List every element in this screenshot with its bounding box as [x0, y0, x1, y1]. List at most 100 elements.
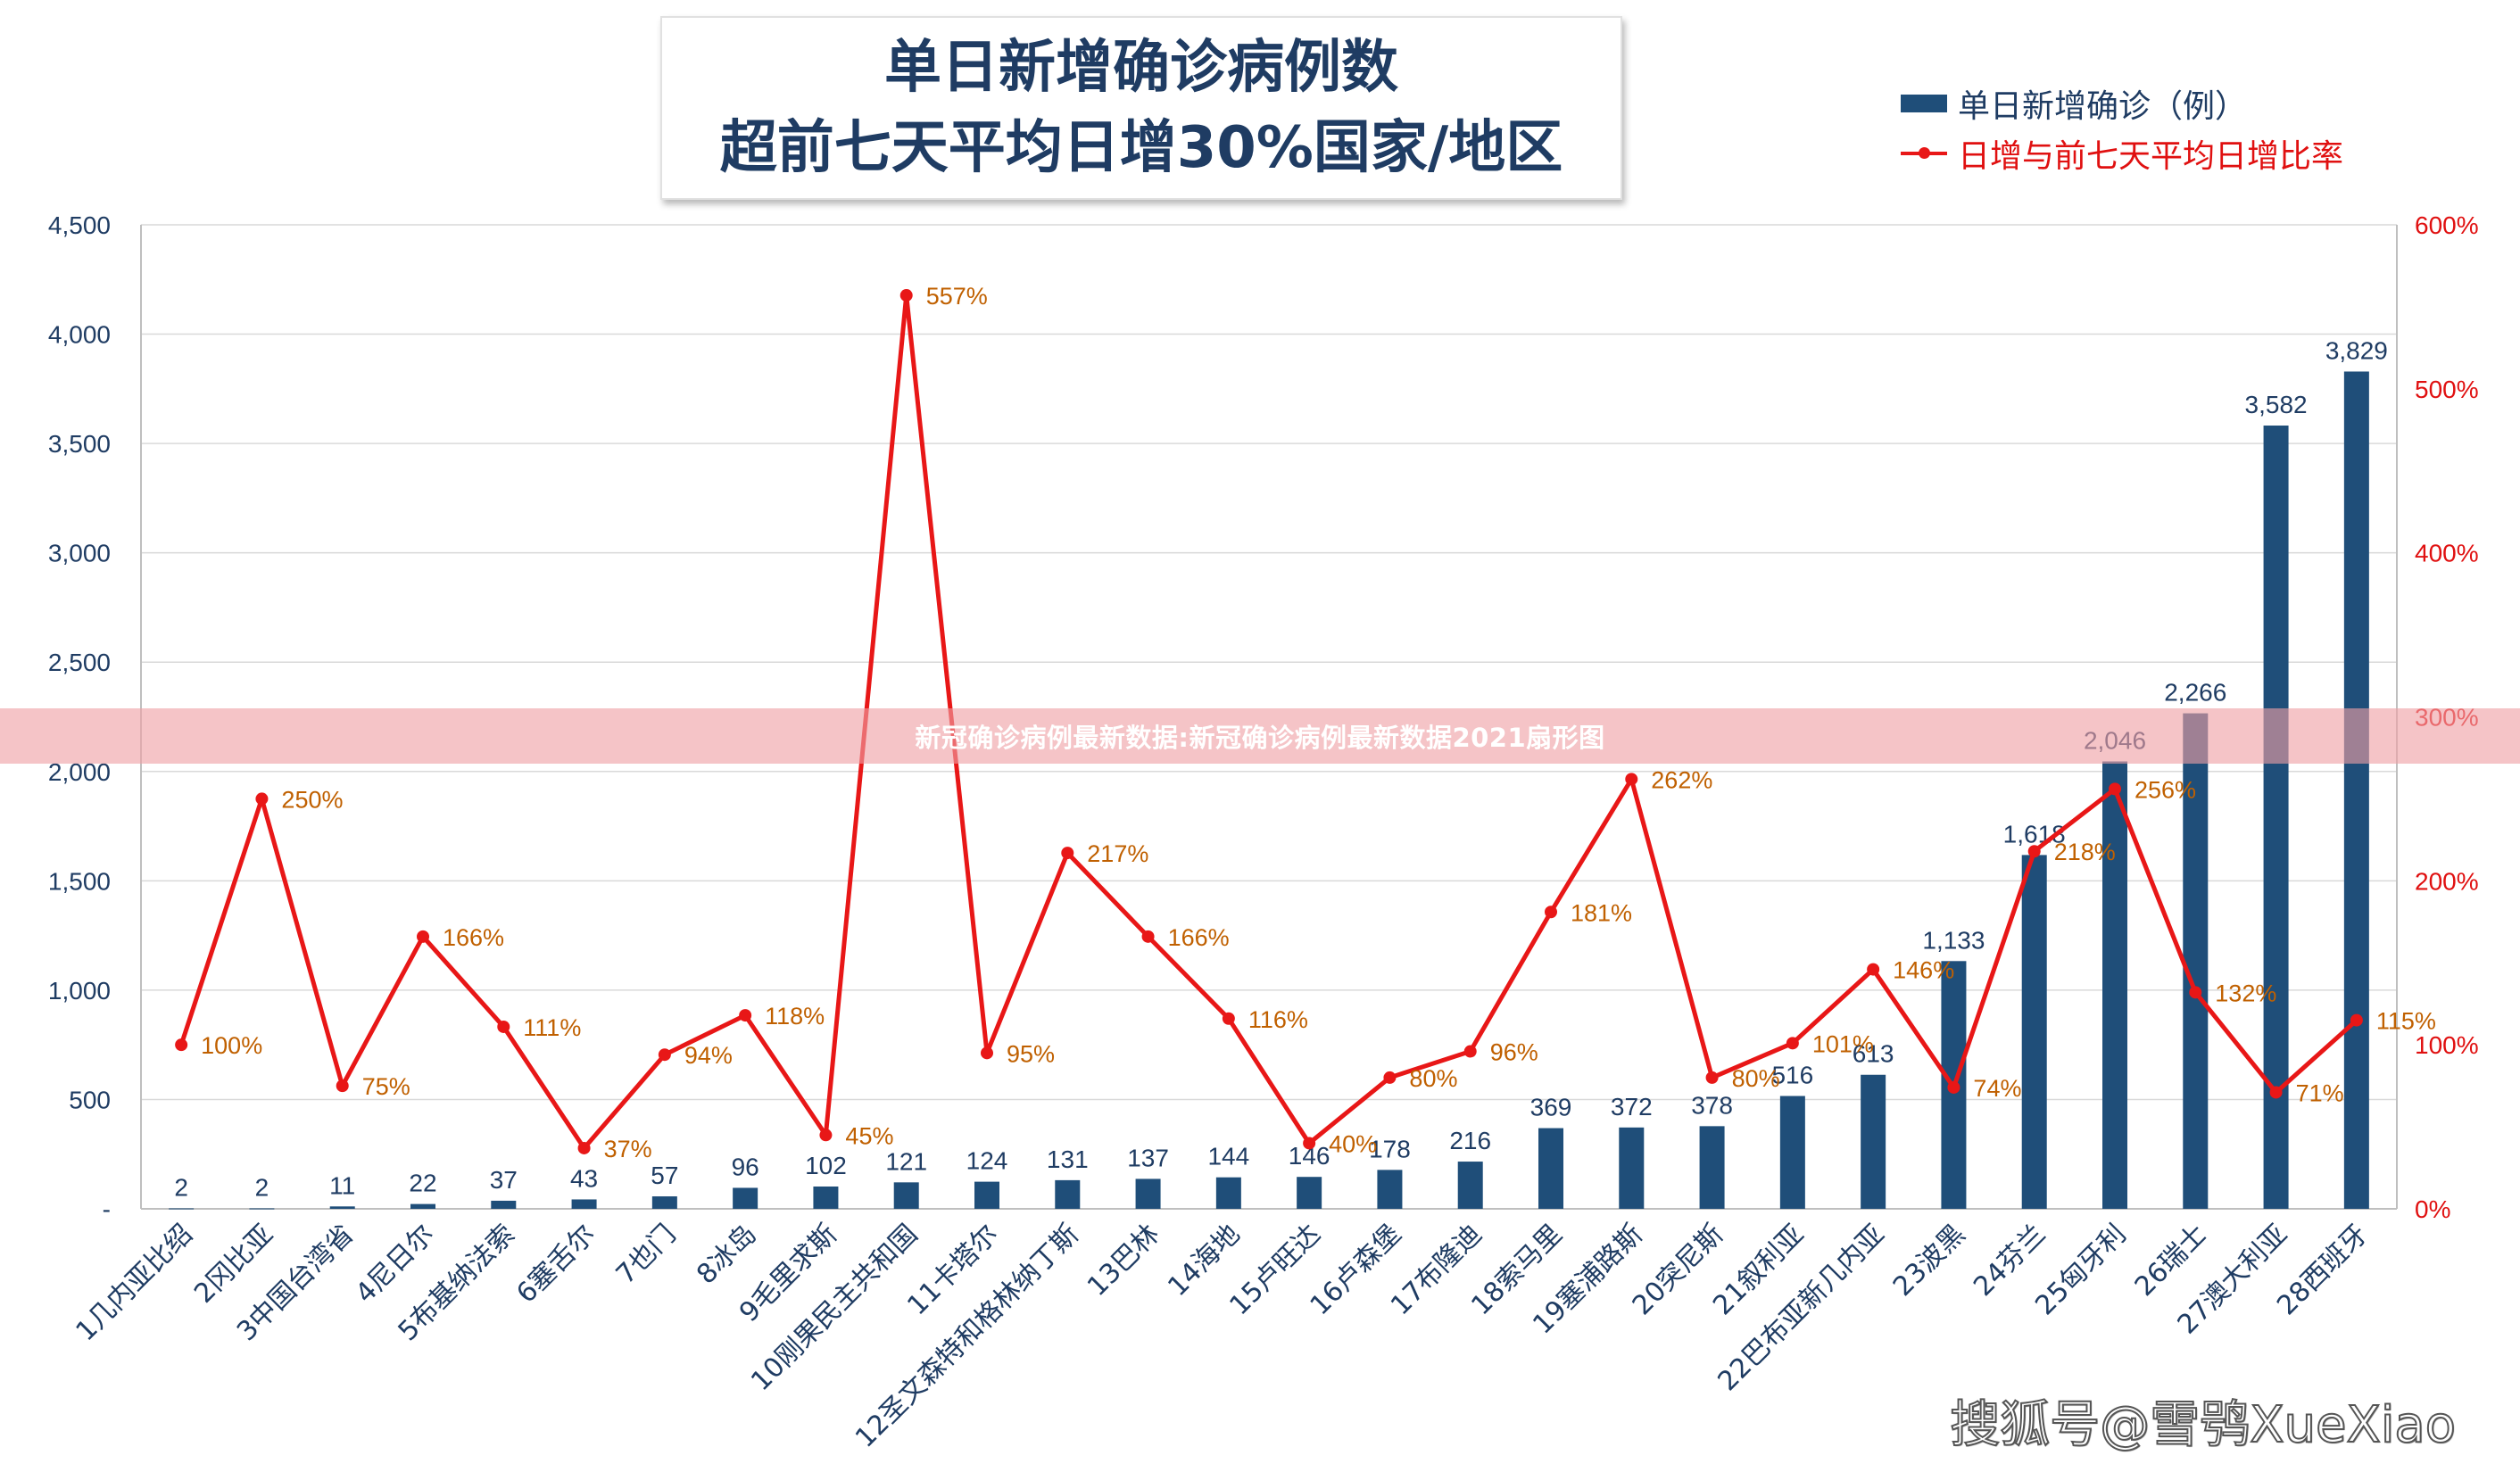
y-left-tick-label: 3,500: [48, 430, 111, 458]
watermark: 搜狐号@雪鸮XueXiao: [1949, 1395, 2457, 1455]
ratio-value-label: 262%: [1651, 766, 1712, 793]
x-tick-label: 23波黑: [1887, 1219, 1971, 1302]
bar: [1215, 1177, 1241, 1209]
bar: [1538, 1128, 1563, 1209]
bar: [733, 1187, 758, 1209]
chart-title-box: 单日新增确诊病例数 超前七天平均日增30%国家/地区: [660, 16, 1622, 200]
ratio-value-label: 94%: [684, 1042, 733, 1069]
ratio-value-label: 101%: [1812, 1030, 1874, 1057]
ratio-value-label: 146%: [1893, 957, 1954, 984]
bar-value-label: 178: [1369, 1135, 1411, 1162]
y-right-tick-label: 600%: [2415, 211, 2479, 239]
x-tick-label: 6塞舌尔: [510, 1219, 601, 1310]
ratio-value-label: 166%: [443, 924, 504, 951]
banner-text: 新冠确诊病例最新数据:新冠确诊病例最新数据2021扇形图: [915, 723, 1605, 753]
ratio-line: [178, 293, 2358, 1151]
legend: 单日新增确诊（例） 日增与前七天平均日增比率: [1901, 79, 2343, 178]
bar-value-label: 22: [409, 1170, 436, 1197]
bar-value-label: 37: [490, 1166, 518, 1194]
ratio-point: [1222, 1012, 1235, 1025]
ratio-value-label: 80%: [1409, 1065, 1457, 1092]
ratio-point: [336, 1079, 349, 1093]
bar-value-label: 3,829: [2325, 336, 2388, 364]
bar: [571, 1199, 597, 1209]
bar: [2183, 713, 2209, 1209]
legend-line-label: 日增与前七天平均日增比率: [1958, 138, 2344, 175]
y-right-tick-label: 100%: [2415, 1031, 2479, 1059]
bar-value-label: 96: [732, 1153, 759, 1180]
y-left-tick-label: 1,000: [48, 977, 111, 1005]
y-left-tick-label: 500: [69, 1086, 111, 1113]
ratio-line-series: [175, 289, 2363, 1154]
ratio-value-label: 118%: [765, 1003, 825, 1030]
ratio-value-label: 95%: [1007, 1040, 1055, 1067]
ratio-value-label: 80%: [1732, 1065, 1780, 1092]
ratio-point: [1947, 1080, 1960, 1094]
y-left-tick-label: 1,500: [48, 867, 111, 895]
bar: [2102, 761, 2127, 1209]
ratio-point: [1625, 773, 1638, 786]
y-left-tick-label: 2,500: [48, 649, 111, 676]
ratio-value-label: 116%: [1248, 1006, 1308, 1033]
ratio-value-label: 217%: [1087, 840, 1148, 867]
bar-value-label: 102: [805, 1152, 847, 1179]
ratio-value-label: 111%: [523, 1014, 581, 1041]
ratio-point: [2350, 1013, 2363, 1027]
ratio-point: [577, 1141, 591, 1154]
bar-value-labels: 2 2 11 22 37 43 57 96 102 121 124 131 137 144 146 178 21…: [174, 336, 2388, 1201]
ratio-value-label: 115%: [2376, 1008, 2436, 1035]
bar-value-label: 516: [1771, 1062, 1813, 1089]
ratio-value-label: 71%: [2296, 1079, 2344, 1106]
bar-value-label: 2,266: [2164, 679, 2226, 707]
bar-value-label: 2: [174, 1174, 188, 1202]
ratio-value-label: 166%: [1168, 924, 1230, 951]
bar-value-label: 1,133: [1922, 926, 1985, 954]
ratio-point: [2189, 986, 2202, 999]
bar-value-label: 216: [1449, 1127, 1491, 1154]
ratio-point: [1463, 1045, 1477, 1058]
bar-value-label: 57: [651, 1162, 678, 1189]
y-left-tick-label: 4,500: [48, 211, 111, 239]
bar: [651, 1196, 677, 1209]
x-tick-label: 1几内亚比绍: [70, 1219, 198, 1347]
bar-value-label: 372: [1611, 1093, 1653, 1121]
ratio-point: [1141, 930, 1155, 943]
y-right-tick-label: 0%: [2415, 1195, 2450, 1223]
bar: [1055, 1179, 1081, 1209]
ratio-point: [981, 1046, 993, 1060]
ratio-value-label: 74%: [1973, 1075, 2021, 1102]
chart-subtitle: 超前七天平均日增30%国家/地区: [719, 115, 1563, 181]
ratio-value-label: 132%: [2215, 980, 2276, 1006]
ratio-point: [658, 1048, 671, 1062]
ratio-point: [2027, 845, 2041, 858]
bar-value-label: 11: [329, 1171, 355, 1199]
ratio-point: [1383, 1071, 1397, 1084]
ratio-value-label: 218%: [2054, 839, 2116, 865]
bar-value-label: 124: [966, 1147, 1008, 1175]
ratio-point: [1061, 847, 1074, 860]
bar-value-label: 378: [1691, 1091, 1733, 1119]
ratio-point: [497, 1020, 510, 1033]
bar-value-label: 369: [1530, 1094, 1572, 1121]
ratio-point: [739, 1009, 752, 1022]
bar: [1861, 1074, 1886, 1209]
bar: [1135, 1178, 1161, 1209]
chart-title: 单日新增确诊病例数: [884, 35, 1398, 101]
bar: [329, 1206, 355, 1209]
legend-item-line: 日增与前七天平均日增比率: [1901, 128, 2343, 178]
ratio-point: [899, 289, 913, 302]
x-tick-label: 13巴林: [1082, 1219, 1165, 1302]
bar: [1619, 1127, 1645, 1209]
ratio-value-label: 256%: [2135, 776, 2196, 803]
bar: [1779, 1096, 1805, 1209]
x-tick-label: 8冰岛: [691, 1219, 763, 1291]
y-left-tick-label: -: [103, 1195, 111, 1223]
bar: [1457, 1162, 1483, 1209]
bar: [410, 1203, 435, 1209]
ratio-value-label: 250%: [281, 786, 343, 813]
legend-bar-label: 单日新增确诊（例）: [1958, 88, 2248, 125]
bar: [2263, 426, 2289, 1210]
bar: [1297, 1177, 1322, 1209]
bar-value-label: 131: [1047, 1145, 1089, 1173]
overlay-banner: 新冠确诊病例最新数据:新冠确诊病例最新数据2021扇形图: [0, 708, 2520, 764]
